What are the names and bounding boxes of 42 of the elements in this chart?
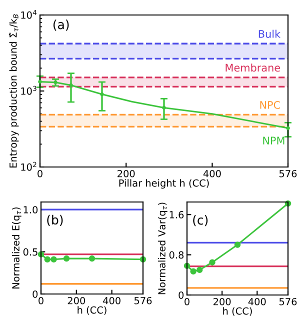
x-axis-title: Pillar height h (CC) [119,179,209,189]
y-axis-title: Entropy production bound Σ̂$_{τ}$/k$_{B}$ [8,14,19,168]
chart-title: (a) [53,20,69,31]
band-label: Membrane [226,64,280,72]
band-label: Bulk [258,30,281,38]
x-tick-label: 200 [118,170,135,178]
point [69,83,73,88]
text: (b) [47,214,63,226]
y-tick-label: 1.0 [24,206,38,214]
x-tick-label: 0 [184,298,190,306]
x-tick-label: 0 [38,296,44,304]
x-tick-label: 400 [248,298,266,306]
y-tick-label: 1.6 [170,211,184,218]
x-axis-title: h (CC) [78,306,106,315]
point [286,126,290,130]
y-tick-label: 0.8 [169,251,184,259]
point [209,259,216,266]
y-tick-label: 0 [32,290,38,298]
x-tick-label: 576 [279,298,297,306]
x-tick-label: 400 [103,296,120,304]
point [38,80,42,84]
y-tick-label: 0.5 [23,248,38,256]
text: (c) [193,215,208,226]
x-tick-label: 576 [134,296,152,304]
point [234,242,241,248]
band-label: NPC [260,101,280,109]
point [190,268,196,274]
y-tick-label: 10$^{4}$ [21,10,37,19]
point [100,92,104,96]
point [162,106,166,110]
y-axis-title: Normalized Var(q$_{τ}$) [158,202,168,294]
y-tick-label: 10$^{3}$ [21,86,36,95]
y-axis-title: Normalized E(q$_{τ}$) [12,208,22,288]
y-tick-label: 10$^{2}$ [21,162,36,171]
point [196,266,203,273]
x-axis-title: h (CC) [223,307,252,316]
y-tick-label: 0 [178,291,184,299]
x-tick-label: 200 [68,296,86,304]
x-tick-label: 576 [279,170,297,178]
series-label: NPM [263,136,284,144]
x-tick-label: 400 [203,170,221,178]
x-tick-label: 200 [214,298,231,306]
